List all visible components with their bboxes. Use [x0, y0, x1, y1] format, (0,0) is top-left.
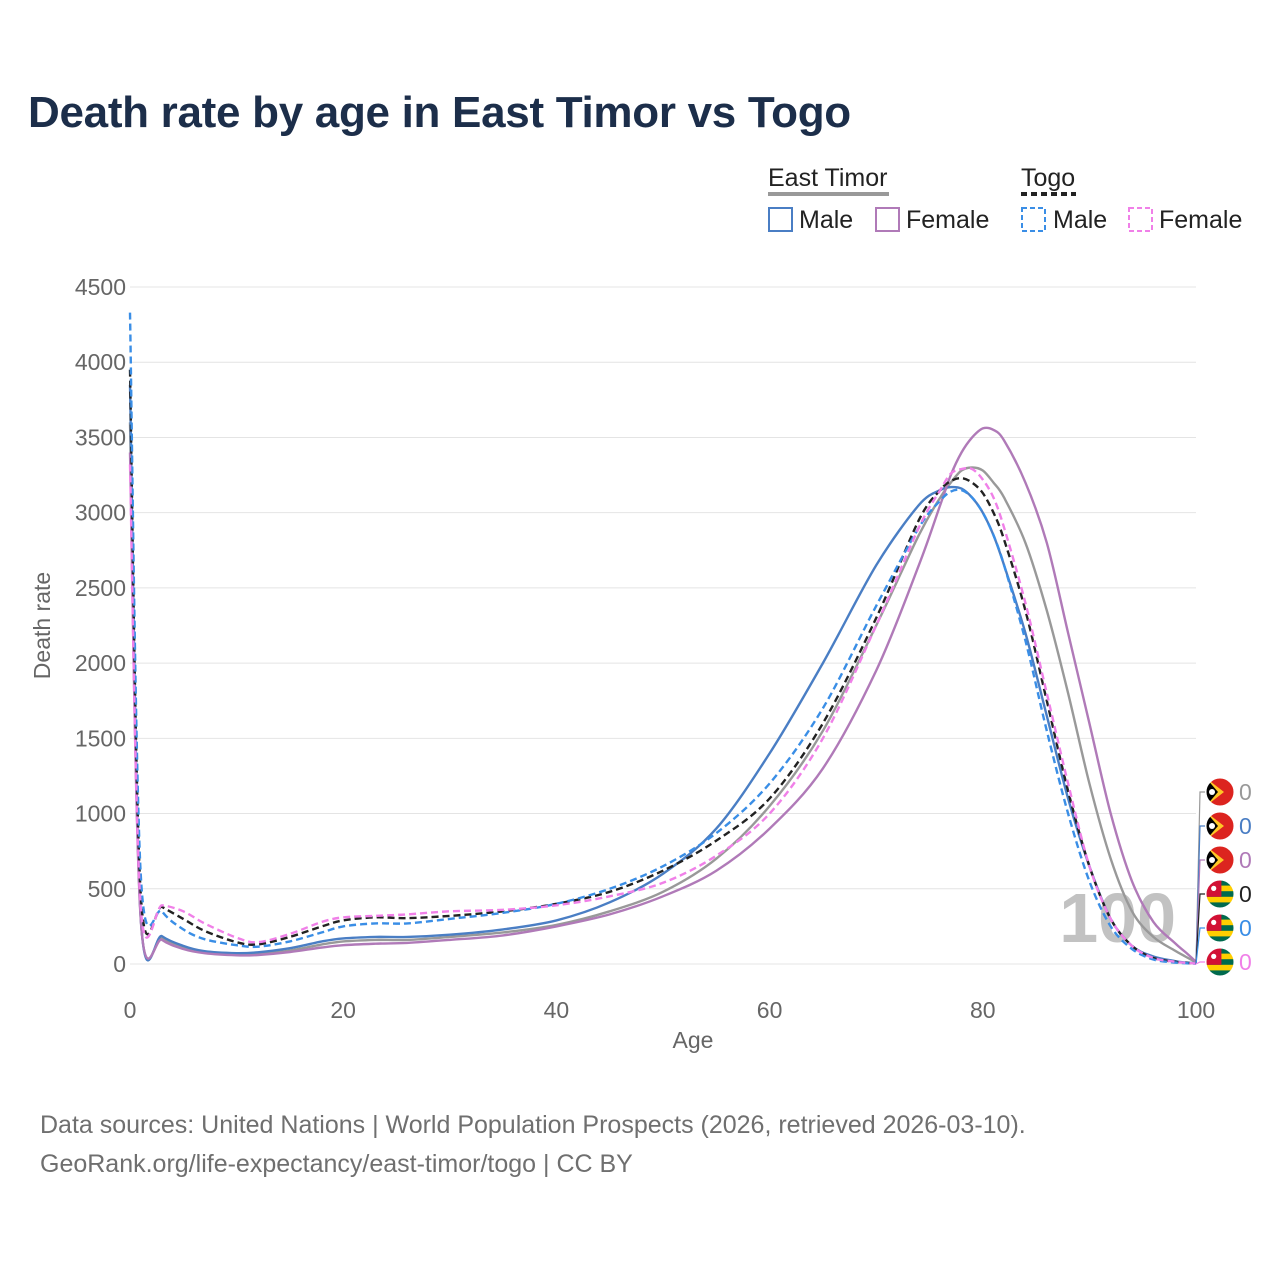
east-timor-flag-icon [1206, 778, 1234, 806]
end-label-leader [1195, 893, 1205, 965]
y-tick-label: 500 [88, 876, 126, 902]
legend-label-togo-female[interactable]: Female [1159, 206, 1242, 234]
end-label-value: 0 [1239, 949, 1252, 975]
legend-label-togo-male[interactable]: Male [1053, 206, 1107, 234]
y-tick-label: 3000 [75, 500, 126, 526]
x-tick-label: 0 [124, 997, 137, 1023]
series-line-togo[interactable] [128, 369, 1197, 965]
y-tick-label: 1000 [75, 801, 126, 827]
x-tick-label: 80 [970, 997, 996, 1023]
legend-swatch-togo-male[interactable] [1021, 207, 1046, 232]
series-lines [128, 312, 1197, 965]
series-line-east-timor-female[interactable] [128, 426, 1197, 963]
east-timor-flag-icon [1206, 812, 1234, 840]
series-line-togo-female[interactable] [128, 464, 1197, 965]
legend-swatch-east-timor-female[interactable] [875, 207, 900, 232]
end-label-east-timor-female: 0 [1195, 845, 1252, 965]
legend-group-east-timor: East Timor [768, 164, 887, 192]
chart-title: Death rate by age in East Timor vs Togo [28, 88, 851, 137]
end-label-togo-female: 0 [1195, 947, 1252, 977]
axes-layer: 0 500 1000 1500 2000 2500 3000 3500 4000 4500 0 20 4… [29, 274, 1215, 1053]
legend-label-east-timor-male[interactable]: Male [799, 206, 853, 234]
end-label-east-timor-total: 0 [1195, 777, 1252, 965]
y-tick-label: 2000 [75, 650, 126, 676]
legend-group-togo: Togo [1021, 164, 1075, 192]
legend: East Timor Male Female Togo Male Female [768, 164, 1242, 234]
x-tick-label: 100 [1177, 997, 1215, 1023]
x-tick-label: 20 [330, 997, 356, 1023]
end-label-leader [1195, 927, 1205, 965]
y-tick-label: 1500 [75, 725, 126, 751]
end-label-value: 0 [1239, 813, 1252, 839]
x-axis-title: Age [673, 1027, 714, 1053]
grid-layer [130, 286, 1196, 965]
end-label-value: 0 [1239, 881, 1252, 907]
end-label-value: 0 [1239, 847, 1252, 873]
y-tick-label: 3500 [75, 424, 126, 450]
end-label-leader [1195, 961, 1205, 965]
east-timor-flag-icon [1206, 846, 1234, 874]
age-watermark: 100 [1059, 879, 1176, 957]
series-line-east-timor[interactable] [128, 422, 1197, 964]
y-axis-title: Death rate [29, 572, 55, 679]
legend-swatch-east-timor-male[interactable] [768, 207, 793, 232]
y-tick-label: 4500 [75, 274, 126, 300]
y-tick-label: 4000 [75, 349, 126, 375]
source-note: Data sources: United Nations | World Pop… [40, 1106, 1026, 1184]
end-labels: 0 0 0 0 0 0 [1195, 777, 1252, 977]
series-line-togo-male[interactable] [128, 312, 1197, 965]
y-tick-label: 0 [113, 951, 126, 977]
end-label-leader [1195, 859, 1205, 965]
x-tick-label: 60 [757, 997, 783, 1023]
end-label-togo-male: 0 [1195, 913, 1252, 965]
x-tick-label: 40 [544, 997, 570, 1023]
y-tick-label: 2500 [75, 575, 126, 601]
series-line-east-timor-male[interactable] [128, 384, 1197, 965]
end-label-togo-total: 0 [1195, 879, 1252, 965]
end-label-value: 0 [1239, 915, 1252, 941]
end-label-value: 0 [1239, 779, 1252, 805]
legend-swatch-togo-female[interactable] [1128, 207, 1153, 232]
legend-label-east-timor-female[interactable]: Female [906, 206, 989, 234]
source-line-2: GeoRank.org/life-expectancy/east-timor/t… [40, 1150, 633, 1178]
source-line-1: Data sources: United Nations | World Pop… [40, 1111, 1026, 1139]
